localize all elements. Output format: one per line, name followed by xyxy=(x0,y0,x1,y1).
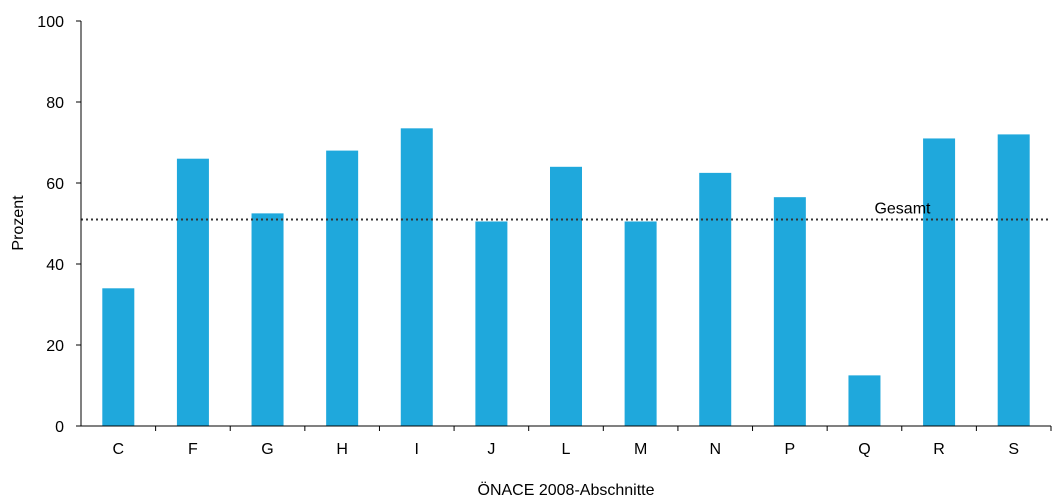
y-tick-label: 20 xyxy=(46,338,64,355)
gesamt-label: Gesamt xyxy=(874,200,931,217)
x-tick-label-r: R xyxy=(933,441,945,458)
bar-g xyxy=(251,213,284,426)
bar-s xyxy=(997,134,1030,426)
x-tick-label-g: G xyxy=(261,441,273,458)
x-tick-label-p: P xyxy=(785,441,796,458)
x-tick-label-n: N xyxy=(709,441,721,458)
y-axis-label: Prozent xyxy=(10,195,27,251)
x-tick-label-m: M xyxy=(634,441,647,458)
bar-n xyxy=(699,172,732,426)
reference-line-group: Gesamt xyxy=(81,200,1051,221)
bar-f xyxy=(176,158,209,426)
bar-q xyxy=(848,375,881,426)
y-tick-label: 100 xyxy=(37,14,64,31)
bar-c xyxy=(102,288,135,426)
y-tick-label: 80 xyxy=(46,95,64,112)
bar-r xyxy=(923,138,956,426)
y-tick-label: 0 xyxy=(55,419,64,436)
x-tick-label-h: H xyxy=(336,441,348,458)
x-tick-label-s: S xyxy=(1008,441,1019,458)
y-tick-label: 60 xyxy=(46,176,64,193)
bar-p xyxy=(773,197,806,426)
bar-m xyxy=(624,221,657,426)
y-tick-label: 40 xyxy=(46,257,64,274)
bar-l xyxy=(550,166,582,427)
bar-j xyxy=(475,221,508,426)
axes-group xyxy=(80,21,1051,427)
x-axis-label: ÖNACE 2008-Abschnitte xyxy=(478,481,655,499)
x-tick-label-c: C xyxy=(113,441,125,458)
x-tick-label-f: F xyxy=(188,441,198,458)
x-tick-label-l: L xyxy=(562,441,571,458)
x-tick-label-q: Q xyxy=(858,441,870,458)
x-tick-label-i: I xyxy=(415,441,419,458)
bars-group xyxy=(102,128,1030,427)
bar-h xyxy=(326,150,359,426)
x-tick-label-j: J xyxy=(487,441,495,458)
y-tick-labels: 0 20 40 60 80 100 xyxy=(37,14,81,436)
bar-i xyxy=(400,128,433,426)
